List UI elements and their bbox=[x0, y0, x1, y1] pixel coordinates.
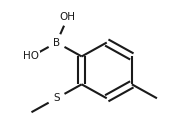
Text: OH: OH bbox=[60, 12, 76, 22]
Text: S: S bbox=[53, 93, 60, 103]
Text: B: B bbox=[53, 38, 60, 47]
Text: HO: HO bbox=[23, 51, 40, 61]
